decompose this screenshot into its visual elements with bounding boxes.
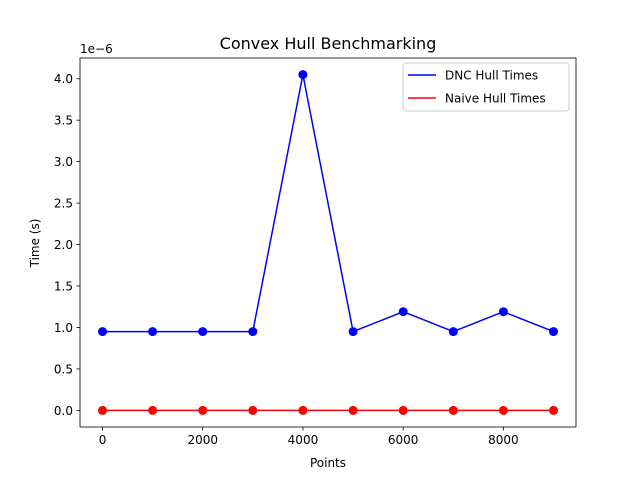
data-point-s2-6 <box>398 405 408 415</box>
data-point-s1-3 <box>248 327 258 337</box>
y-tick-label-3: 1.5 <box>54 280 73 294</box>
data-point-s1-1 <box>148 327 158 337</box>
y-tick-label-7: 3.5 <box>54 114 73 128</box>
y-tick-label-4: 2.0 <box>54 238 73 252</box>
y-axis-offset-label: 1e−6 <box>80 42 113 56</box>
data-point-s2-4 <box>298 405 308 415</box>
x-tick-label-0: 0 <box>99 433 107 447</box>
series-line-1 <box>102 73 554 333</box>
legend-label-2: Naive Hull Times <box>445 92 546 106</box>
data-point-s2-1 <box>148 405 158 415</box>
data-point-s1-8 <box>498 307 508 317</box>
data-point-s1-2 <box>198 327 208 337</box>
data-point-s2-0 <box>98 405 107 415</box>
legend-box <box>402 62 570 112</box>
x-tick-label-4: 8000 <box>488 433 519 447</box>
plot-area: 0 2000 4000 6000 8000 0.0 0.5 1.0 1.5 2.0 2.5 3.0 3.… <box>54 57 577 447</box>
legend-label-1: DNC Hull Times <box>445 69 538 83</box>
data-point-s1-5 <box>348 327 358 337</box>
data-point-s2-8 <box>498 405 508 415</box>
x-tick-label-1: 2000 <box>187 433 218 447</box>
data-point-s2-5 <box>348 405 358 415</box>
y-tick-label-6: 3.0 <box>54 155 73 169</box>
data-point-s1-0 <box>98 327 107 337</box>
x-tick-label-2: 4000 <box>288 433 319 447</box>
y-axis-label: Time (s) <box>28 219 42 269</box>
y-tick-label-5: 2.5 <box>54 197 73 211</box>
y-tick-label-1: 0.5 <box>54 362 73 376</box>
y-tick-label-8: 4.0 <box>54 72 73 86</box>
chart-title: Convex Hull Benchmarking <box>220 34 437 53</box>
data-point-s2-3 <box>248 405 258 415</box>
data-point-s1-6 <box>398 307 408 317</box>
axes-frame <box>79 57 577 428</box>
data-point-s2-7 <box>448 405 458 415</box>
x-tick-label-3: 6000 <box>388 433 419 447</box>
data-point-s1-4 <box>298 70 308 80</box>
data-point-s1-7 <box>448 327 458 337</box>
data-point-s1-9 <box>549 327 558 337</box>
data-point-s2-2 <box>198 405 208 415</box>
data-point-s2-9 <box>549 405 558 415</box>
y-tick-label-2: 1.0 <box>54 321 73 335</box>
y-tick-label-0: 0.0 <box>54 404 73 418</box>
x-axis-label: Points <box>310 456 346 470</box>
